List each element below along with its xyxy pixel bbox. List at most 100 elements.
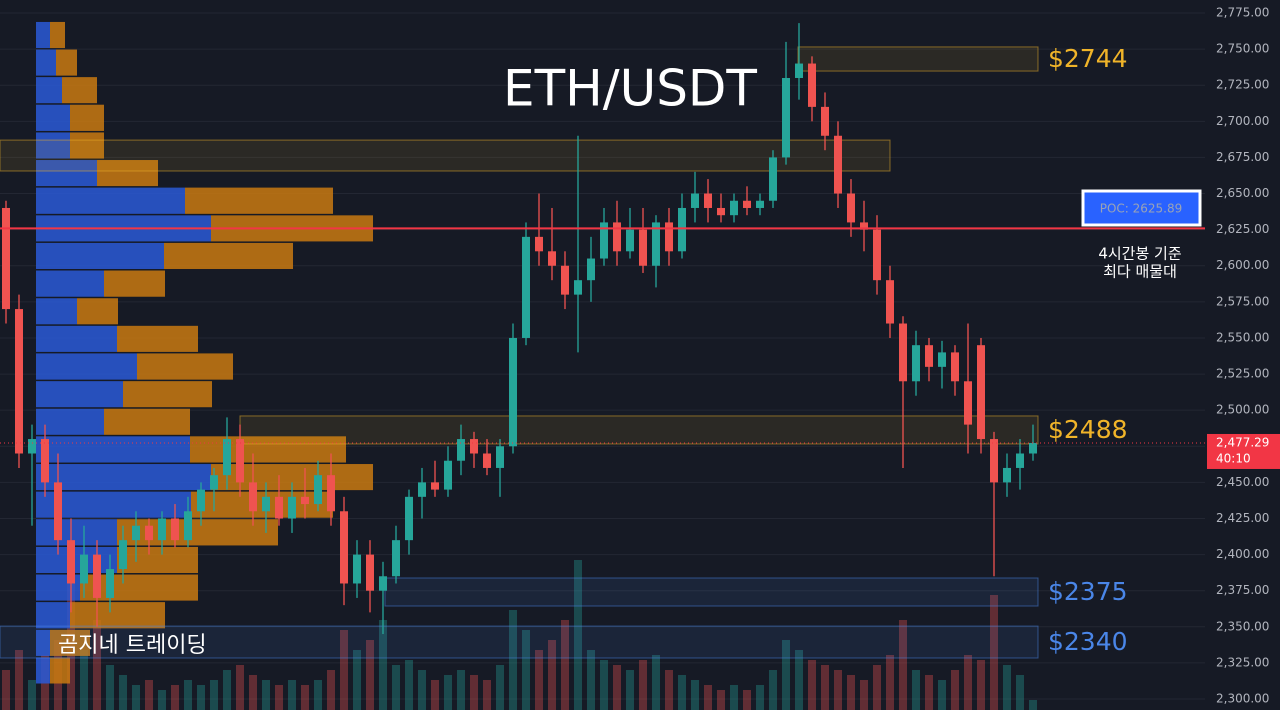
candle-body — [990, 439, 998, 483]
volume-bar — [119, 675, 127, 710]
volume-bar — [522, 630, 530, 710]
volume-bar — [613, 665, 621, 710]
candle-body — [639, 229, 647, 266]
candle-body — [652, 222, 660, 266]
candle-body — [730, 200, 738, 216]
candle-body — [197, 489, 205, 512]
volume-bar — [548, 640, 556, 710]
volume-bar — [106, 665, 114, 710]
y-tick-label: 2,425.00 — [1216, 511, 1269, 525]
volume-bar — [561, 620, 569, 710]
profile-sell — [50, 657, 70, 684]
candle-body — [1029, 442, 1037, 454]
candle-body — [613, 222, 621, 252]
volume-bar — [314, 680, 322, 710]
last-price-label: 2,477.29 — [1216, 435, 1269, 449]
profile-sell — [50, 629, 90, 656]
volume-bar — [899, 620, 907, 710]
volume-bar — [808, 660, 816, 710]
candle-body — [132, 525, 140, 541]
candle-body — [756, 200, 764, 208]
candle-body — [951, 352, 959, 382]
profile-sell — [123, 381, 212, 408]
volume-bar — [392, 665, 400, 710]
volume-bar — [691, 680, 699, 710]
candle-body — [834, 135, 842, 194]
volume-bar — [977, 660, 985, 710]
volume-bar — [145, 680, 153, 710]
profile-sell — [104, 408, 190, 435]
zone-label: $2744 — [1048, 44, 1128, 73]
volume-bar — [795, 650, 803, 710]
candle-body — [886, 280, 894, 324]
volume-bar — [639, 660, 647, 710]
volume-bar — [158, 690, 166, 710]
candle-body — [860, 222, 868, 230]
plot — [0, 12, 1205, 710]
candle-body — [691, 193, 699, 208]
candle-body — [964, 381, 972, 425]
candle-body — [548, 251, 556, 266]
volume-bar — [925, 675, 933, 710]
profile-sell — [164, 242, 293, 270]
volume-bar — [444, 675, 452, 710]
candle-body — [2, 207, 10, 310]
candle-body — [301, 496, 309, 505]
profile-sell — [117, 519, 278, 546]
profile-buy — [36, 325, 117, 352]
volume-bar — [379, 620, 387, 710]
chart-title: ETH/USDT — [503, 60, 757, 118]
volume-bar — [912, 670, 920, 710]
candle-body — [782, 77, 790, 158]
volume-bar — [457, 670, 465, 710]
zone — [797, 46, 1039, 72]
candle-body — [704, 193, 712, 208]
volume-bar — [717, 690, 725, 710]
zone — [0, 625, 1039, 659]
candle-body — [509, 337, 517, 447]
volume-bar — [574, 560, 582, 710]
candle-body — [379, 576, 387, 591]
volume-bar — [951, 670, 959, 710]
volume-bar — [886, 655, 894, 710]
volume-bar — [93, 620, 101, 710]
volume-bar — [210, 680, 218, 710]
candle-body — [717, 207, 725, 216]
profile-sell — [185, 187, 333, 214]
volume-bar — [1003, 665, 1011, 710]
profile-buy — [36, 381, 123, 408]
volume-bar — [15, 650, 23, 710]
zone — [239, 415, 1039, 445]
profile-sell — [137, 353, 233, 380]
profile-sell — [104, 270, 165, 297]
candle-body — [587, 258, 595, 281]
profile-sell — [190, 436, 346, 463]
y-tick-label: 2,725.00 — [1216, 78, 1269, 92]
profile-sell — [70, 104, 104, 131]
candle-body — [145, 525, 153, 541]
candle-body — [262, 496, 270, 512]
y-tick-label: 2,350.00 — [1216, 619, 1269, 633]
volume-bar — [1029, 700, 1037, 710]
volume-bar — [132, 685, 140, 710]
candle-body — [288, 496, 296, 519]
candle-body — [574, 280, 582, 295]
candle-body — [223, 439, 231, 476]
volume-bar — [223, 670, 231, 710]
profile-buy — [36, 104, 70, 131]
candle-body — [808, 63, 816, 107]
volume-bar — [262, 680, 270, 710]
volume-bar — [964, 655, 972, 710]
profile-sell — [117, 325, 198, 352]
volume-bar — [938, 680, 946, 710]
profile-sell — [70, 602, 165, 629]
candle-body — [54, 482, 62, 541]
candle-body — [561, 265, 569, 295]
y-tick-label: 2,775.00 — [1216, 5, 1269, 19]
y-tick-label: 2,625.00 — [1216, 222, 1269, 236]
candle-body — [418, 482, 426, 497]
profile-buy — [36, 132, 70, 159]
poc-label: POC: 2625.89 — [1100, 202, 1183, 216]
volume-bar — [756, 685, 764, 710]
